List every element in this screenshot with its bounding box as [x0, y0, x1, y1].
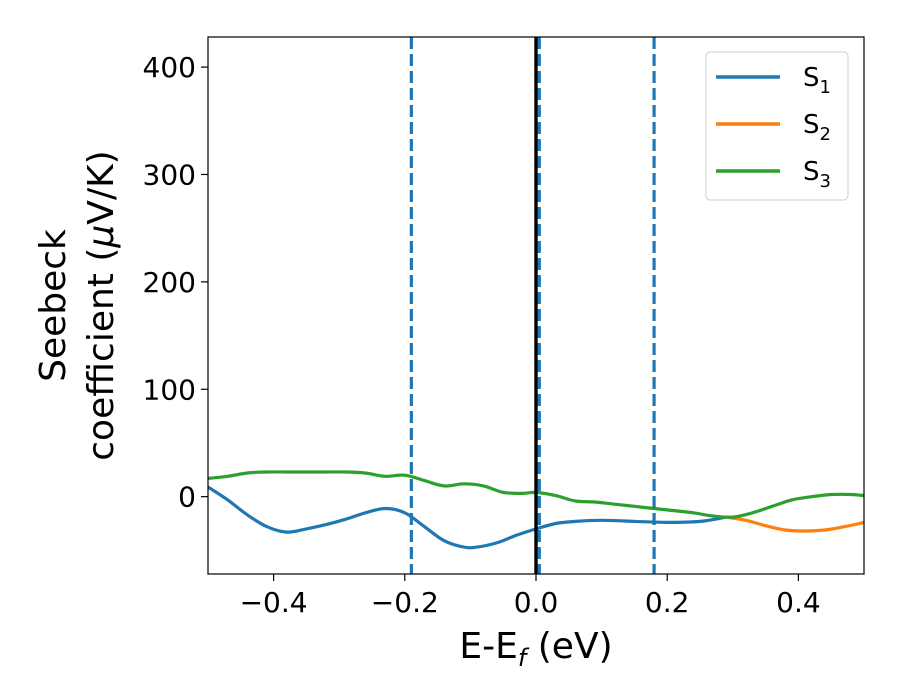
series-line-1	[208, 485, 727, 550]
y-axis-label: Seebeck coefficient (μV/K)	[33, 150, 122, 460]
legend: S1 S2 S3	[705, 51, 849, 201]
x-axis-label: E-Ef (eV)	[459, 626, 612, 672]
y-tick-label: 100	[143, 373, 196, 406]
x-tick-label: 0.4	[776, 586, 821, 619]
legend-box	[705, 51, 849, 201]
x-tick-label: 0.0	[514, 586, 559, 619]
y-tick-label: 200	[143, 266, 196, 299]
y-axis-label-line-2: coefficient (μV/K)	[81, 150, 122, 460]
x-tick-label: −0.2	[371, 586, 439, 619]
legend-label-3: S3	[803, 157, 831, 192]
legend-label-1: S1	[803, 63, 831, 98]
legend-label-2: S2	[803, 110, 831, 145]
y-tick-label: 300	[143, 158, 196, 191]
y-tick-label: 400	[143, 51, 196, 84]
x-tick-label: −0.4	[240, 586, 308, 619]
y-tick-label: 0	[178, 481, 196, 514]
vline-layer	[409, 37, 656, 574]
tick-layer: −0.4 −0.2 0.0 0.2 0.4 0 100 200 300 400	[143, 51, 821, 619]
y-axis-label-line-1: Seebeck	[33, 229, 74, 382]
series-line-2	[725, 515, 864, 533]
x-tick-label: 0.2	[645, 586, 690, 619]
